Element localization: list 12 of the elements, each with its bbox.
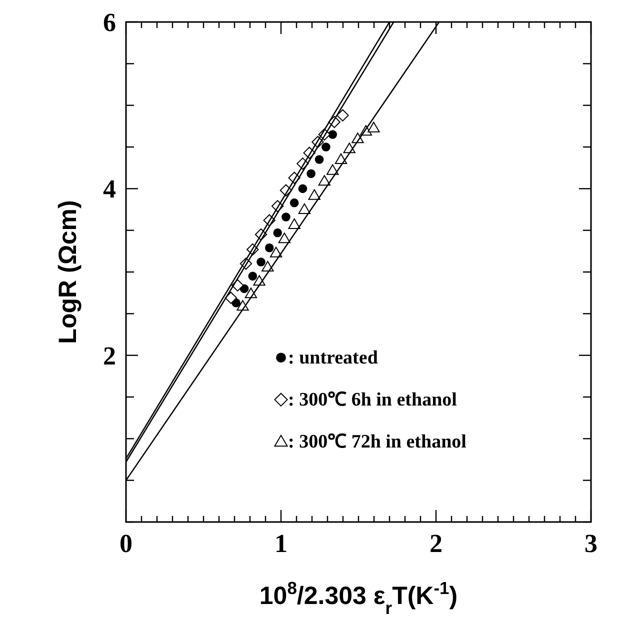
y-tick-label: 2	[103, 341, 116, 370]
legend-label: : 300℃ 6h in ethanol	[288, 390, 457, 411]
x-tick-label: 1	[274, 529, 288, 558]
legend-label: : untreated	[288, 348, 378, 369]
y-tick-label: 4	[103, 174, 116, 204]
legend-label: : 300℃ 72h in ethanol	[288, 432, 466, 453]
x-tick-label: 0	[120, 529, 132, 558]
x-tick-label: 2	[430, 529, 442, 558]
y-tick-label: 6	[103, 8, 116, 37]
x-axis-title: 10$^{8}$/2.303 ε$_{r}$T(K$^{-1}$)	[259, 578, 458, 618]
y-axis-title: LogR (Ωcm)	[54, 200, 82, 344]
x-tick-label: 3	[584, 529, 598, 558]
